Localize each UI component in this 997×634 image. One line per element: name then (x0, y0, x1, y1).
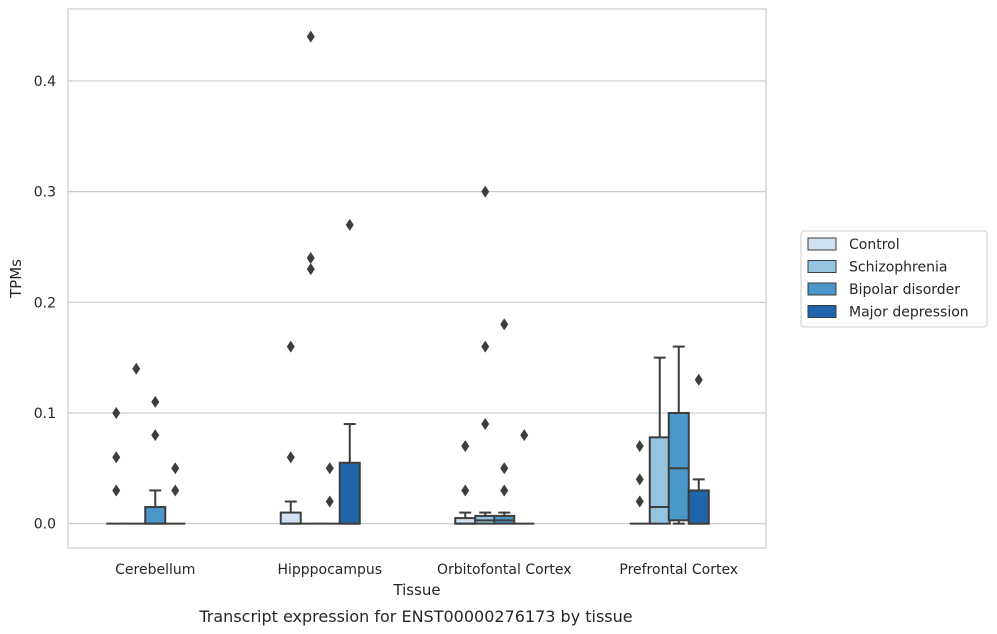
outlier-point (286, 340, 295, 353)
legend-label: Major depression (849, 305, 969, 321)
outlier-point (286, 451, 295, 464)
outlier-point (500, 484, 509, 497)
box-schizophrenia (126, 362, 147, 525)
box-iqr (144, 506, 167, 525)
legend-label: Bipolar disorder (849, 282, 960, 298)
outlier-point (306, 30, 315, 43)
outlier-point (325, 462, 334, 475)
box-plot-marks (106, 30, 710, 525)
box-control (454, 440, 477, 525)
box-major-depression (338, 218, 361, 525)
legend-label: Control (849, 237, 900, 253)
legend-swatch (807, 282, 837, 296)
y-tick-label: 0.1 (34, 406, 56, 422)
x-axis-title: Tissue (392, 581, 440, 599)
outlier-point (345, 218, 354, 231)
box-bipolar-disorder (319, 462, 340, 525)
x-tick-label: Cerebellum (115, 562, 195, 578)
legend-frame (800, 230, 988, 328)
outlier-point (635, 495, 644, 508)
box-iqr (279, 511, 302, 525)
legend-swatch (807, 260, 837, 273)
box-schizophrenia (648, 356, 671, 525)
y-tick-label: 0.3 (34, 185, 56, 201)
x-axis-ticks: Cerebellum Hipppocampus Orbitofontal Corte… (115, 562, 738, 578)
box-iqr (648, 436, 671, 525)
outlier-point (635, 473, 644, 486)
legend-item: Bipolar disorder (807, 282, 960, 298)
outlier-point (171, 484, 180, 497)
outlier-point (520, 429, 529, 442)
outlier-point (171, 462, 180, 475)
y-tick-label: 0.2 (34, 295, 56, 311)
chart-caption: Transcript expression for ENST0000027617… (198, 607, 632, 626)
outlier-point (500, 318, 509, 331)
outlier-point (461, 484, 470, 497)
outlier-point (481, 418, 490, 431)
legend-swatch (807, 237, 837, 251)
outlier-point (694, 373, 703, 386)
outlier-point (481, 185, 490, 198)
outlier-point (151, 429, 160, 442)
box-control (279, 340, 302, 525)
box-control (106, 406, 127, 525)
legend-swatch (807, 305, 837, 318)
box-iqr (687, 489, 710, 525)
box-major-depression (165, 462, 186, 525)
box-bipolar-disorder (493, 318, 516, 525)
outlier-point (151, 395, 160, 408)
outlier-point (500, 462, 509, 475)
y-axis-title: TPMs (7, 259, 25, 299)
box-bipolar-disorder (144, 395, 167, 525)
legend-label: Schizophrenia (849, 260, 947, 276)
legend-item: Schizophrenia (807, 260, 947, 276)
outlier-point (112, 484, 121, 497)
box-schizophrenia (474, 185, 497, 525)
box-iqr (667, 411, 690, 522)
outlier-point (112, 451, 121, 464)
box-iqr (338, 461, 361, 525)
outlier-point (112, 406, 121, 419)
outlier-point (461, 440, 470, 453)
x-tick-label: Prefrontal Cortex (619, 562, 738, 578)
outlier-point (306, 252, 315, 265)
x-tick-label: Orbitofontal Cortex (437, 562, 572, 578)
box-major-depression (514, 429, 535, 525)
plot-area-frame (67, 8, 767, 549)
y-axis-ticks: 0.0 0.1 0.2 0.3 0.4 (34, 74, 56, 533)
box-major-depression (687, 373, 710, 525)
outlier-point (306, 263, 315, 276)
legend-item: Control (807, 237, 900, 253)
box-control (629, 440, 650, 525)
legend: Control Schizophrenia Bipolar disorder Majo… (800, 230, 988, 328)
outlier-point (325, 495, 334, 508)
outlier-point (635, 440, 644, 453)
y-tick-label: 0.0 (34, 517, 56, 533)
legend-item: Major depression (807, 305, 969, 321)
outlier-point (481, 340, 490, 353)
box-bipolar-disorder (667, 345, 690, 525)
x-tick-label: Hipppocampus (277, 562, 382, 578)
outlier-point (132, 362, 141, 375)
y-tick-label: 0.4 (34, 74, 56, 90)
box-schizophrenia (300, 30, 321, 525)
